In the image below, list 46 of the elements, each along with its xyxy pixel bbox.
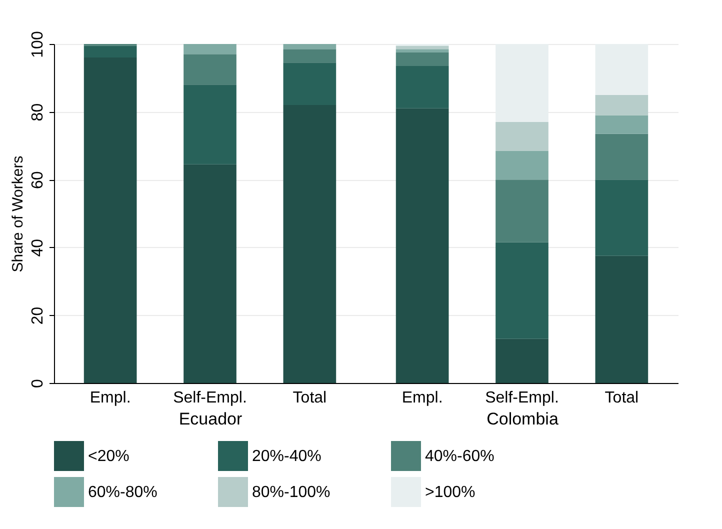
- bar: [496, 242, 548, 339]
- bar: [84, 58, 137, 383]
- x-tick-label: Self-Empl.: [485, 390, 559, 406]
- x-tick-label: Empl.: [402, 390, 443, 406]
- legend-label: 40%-60%: [425, 448, 494, 465]
- legend-label: <20%: [88, 448, 130, 465]
- x-axis-title: Ecuador: [178, 410, 242, 428]
- legend-label: 20%-40%: [252, 448, 322, 465]
- x-tick-label: Self-Empl.: [173, 390, 247, 406]
- y-tick-label: 100: [30, 31, 46, 58]
- bar: [496, 180, 548, 242]
- x-axis-title: Colombia: [486, 410, 559, 428]
- bar: [595, 134, 648, 180]
- bar: [84, 46, 137, 58]
- y-tick-label: 0: [30, 378, 46, 388]
- bar: [496, 122, 548, 151]
- bar: [396, 66, 449, 108]
- bar: [595, 115, 648, 134]
- bar: [396, 49, 449, 52]
- y-tick-label: 40: [30, 238, 46, 257]
- x-tick-label: Total: [604, 390, 639, 406]
- bar: [595, 256, 648, 383]
- bar: [184, 164, 236, 383]
- bar: [283, 105, 336, 383]
- bar: [496, 150, 548, 180]
- x-tick-label: Empl.: [90, 390, 131, 406]
- bar: [396, 108, 449, 383]
- legend-label: >100%: [425, 484, 476, 501]
- bar: [396, 52, 449, 66]
- y-tick-label: 80: [30, 103, 46, 122]
- bar: [184, 44, 236, 54]
- bar: [184, 84, 236, 164]
- legend-label: 80%-100%: [252, 484, 330, 501]
- legend-label: 60%-80%: [88, 484, 158, 501]
- bar: [283, 62, 336, 106]
- bar: [595, 94, 648, 116]
- x-tick-label: Total: [292, 390, 327, 406]
- bar: [283, 49, 336, 63]
- y-tick-label: 20: [30, 306, 46, 325]
- bar: [396, 46, 449, 50]
- bar: [283, 44, 336, 50]
- bar: [184, 54, 236, 85]
- y-tick-label: 60: [30, 171, 46, 189]
- y-axis-title: Share of Workers: [10, 156, 26, 272]
- bar: [595, 180, 648, 256]
- bar: [496, 338, 548, 383]
